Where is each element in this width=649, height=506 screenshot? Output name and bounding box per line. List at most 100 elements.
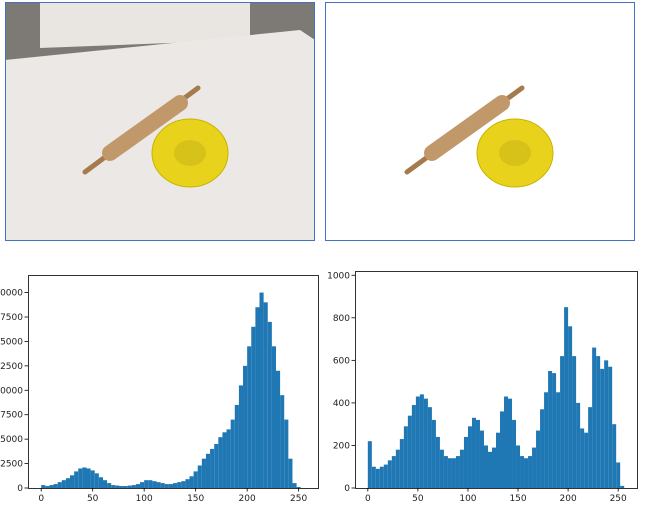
histogram-bar [604,360,609,488]
x-tick-label: 250 [290,494,307,502]
y-tick-label: 0 [17,484,23,494]
histogram-bar [49,485,54,488]
histogram-bar [544,392,549,488]
histogram-bar [152,481,157,488]
original-photo [5,2,315,241]
histogram-bar [536,430,541,488]
histogram-bar [447,458,452,488]
histogram-bar [427,407,432,488]
histogram-bar [271,346,276,488]
histogram-bar [135,484,141,488]
histogram-bar [193,471,198,488]
histogram-bar [284,419,289,488]
histogram-bar [214,444,219,488]
histogram-bar [247,346,252,488]
y-tick-label: 600 [333,356,350,366]
histogram-bar [181,481,186,488]
histogram-bar [251,326,256,488]
histogram-bar [78,468,83,488]
histogram-bar [508,398,513,488]
histogram-bar [111,485,116,488]
histogram-bar [423,398,428,488]
histogram-bar [94,473,99,488]
y-tick-label: 10000 [0,386,23,396]
histogram-bar [596,356,601,488]
histogram-bar [548,370,553,488]
y-tick-label: 12500 [0,362,23,372]
histogram-bar [475,419,480,488]
histogram-bar [210,448,215,488]
histogram-bar [459,449,464,488]
histogram-bar [65,478,71,488]
histogram-bar [238,385,244,488]
histogram-bar [399,439,404,488]
histogram-bar [431,419,436,488]
histogram-bar [608,366,613,488]
histogram-bar [496,432,501,488]
histogram-bar [463,436,468,488]
histogram-bar [403,426,408,488]
histogram-bar [218,437,223,488]
x-tick-label: 0 [38,494,44,502]
histogram-bar [119,486,124,488]
axes-frame [28,275,319,489]
histogram-bar [222,432,227,488]
x-tick-label: 50 [412,494,424,502]
histogram-bar [367,441,372,488]
histogram-bar [467,426,472,488]
histogram-bar [61,480,66,488]
histogram-bar [226,429,231,488]
segmented-image [325,2,635,241]
histogram-bar [371,466,376,488]
histogram-bar [387,460,392,488]
histogram-bar [197,465,202,488]
rolling-pin [424,95,510,161]
histogram-bar [259,292,264,488]
image-border [5,2,315,241]
histogram-bar [588,407,593,488]
histogram-bar [419,394,424,488]
histogram-bar [263,302,268,488]
histogram-bar [160,483,165,488]
frisbee-center [174,140,206,166]
histogram-bar [123,486,128,488]
rolling-pin [102,95,188,161]
histogram-bar [74,471,79,488]
histogram-bar [53,484,58,488]
x-tick-label: 100 [136,494,153,502]
histogram-bar [592,347,597,488]
histogram-bar [288,458,293,488]
box [40,2,250,48]
histogram-bar [391,456,396,488]
y-tick-label: 7500 [0,411,23,421]
histogram-bar [516,445,521,488]
histogram-bar [487,451,492,488]
histogram-bar [82,467,87,488]
histogram-bar [491,447,496,488]
histogram-bar [280,395,285,488]
histogram-bar [560,356,565,488]
histogram-bar [189,476,194,488]
histogram-bar [255,307,260,488]
histogram-bar [275,370,281,488]
x-tick-label: 0 [365,494,371,502]
y-tick-label: 5000 [0,435,23,445]
histogram-bar [379,466,384,488]
histogram-bar [70,475,75,488]
histogram-bar [411,405,416,488]
histogram-bar [205,453,211,488]
x-tick-label: 150 [187,494,204,502]
histogram-bar [45,486,50,488]
histogram-bar [556,392,561,488]
histogram-bar [185,479,190,488]
histogram-bar [230,419,235,488]
x-tick-label: 200 [560,494,577,502]
y-tick-label: 2500 [0,460,23,470]
histogram-bar [568,326,573,488]
axes-frame [355,271,638,489]
histogram-bar [576,402,581,488]
histogram-bar [131,485,136,488]
histogram-bar [173,483,178,488]
histogram-bar [156,482,161,488]
histogram-bar [407,415,412,488]
